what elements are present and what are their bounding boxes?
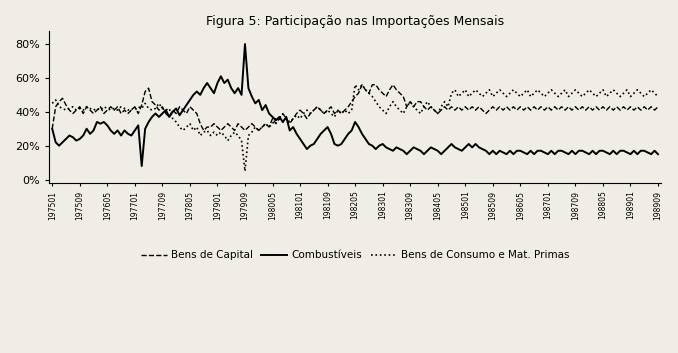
Line: Combustíveis: Combustíveis xyxy=(52,44,658,166)
Line: Bens de Consumo e Mat. Primas: Bens de Consumo e Mat. Primas xyxy=(52,85,658,171)
Bens de Capital xyxy=(358,83,366,87)
Combustíveis xyxy=(572,152,580,156)
Combustíveis xyxy=(247,95,256,99)
Combustíveis xyxy=(654,152,662,156)
Combustíveis xyxy=(413,147,421,151)
Bens de Consumo e Mat. Primas xyxy=(48,101,56,106)
Bens de Consumo e Mat. Primas xyxy=(351,83,359,87)
Bens de Capital xyxy=(224,121,232,126)
Bens de Consumo e Mat. Primas xyxy=(220,133,228,138)
Bens de Capital xyxy=(48,127,56,131)
Bens de Consumo e Mat. Primas xyxy=(572,88,580,92)
Combustíveis xyxy=(426,145,435,149)
Bens de Consumo e Mat. Primas xyxy=(413,108,421,112)
Bens de Capital xyxy=(426,104,435,109)
Bens de Consumo e Mat. Primas xyxy=(241,169,249,173)
Combustíveis xyxy=(241,42,249,46)
Bens de Capital xyxy=(244,125,252,129)
Combustíveis xyxy=(138,164,146,168)
Bens de Consumo e Mat. Primas xyxy=(244,133,252,138)
Combustíveis xyxy=(496,149,504,153)
Bens de Capital xyxy=(572,104,580,109)
Bens de Consumo e Mat. Primas xyxy=(496,88,504,92)
Bens de Consumo e Mat. Primas xyxy=(426,104,435,109)
Bens de Capital xyxy=(654,104,662,109)
Bens de Capital xyxy=(413,100,421,104)
Legend: Bens de Capital, Combustíveis, Bens de Consumo e Mat. Primas: Bens de Capital, Combustíveis, Bens de C… xyxy=(137,246,574,264)
Bens de Capital xyxy=(199,128,207,133)
Bens de Capital xyxy=(496,104,504,109)
Combustíveis xyxy=(224,78,232,82)
Line: Bens de Capital: Bens de Capital xyxy=(52,85,658,131)
Combustíveis xyxy=(48,127,56,131)
Title: Figura 5: Participação nas Importações Mensais: Figura 5: Participação nas Importações M… xyxy=(206,15,504,28)
Bens de Consumo e Mat. Primas xyxy=(654,95,662,99)
